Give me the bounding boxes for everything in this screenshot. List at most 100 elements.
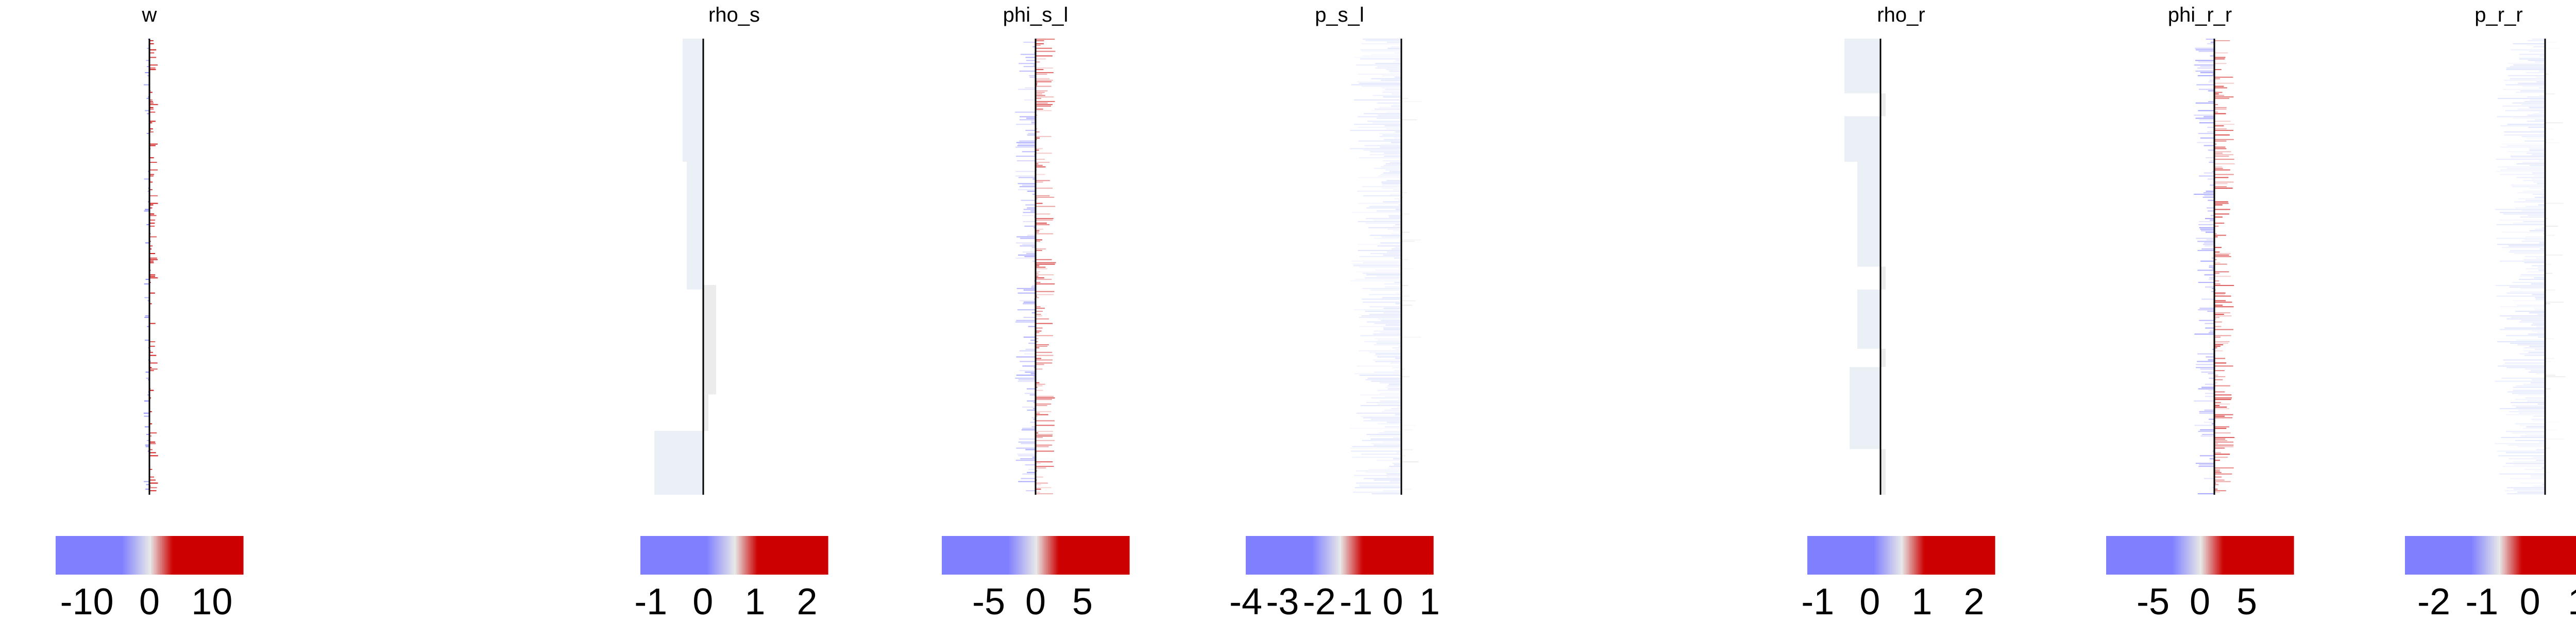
data-row <box>1354 99 1401 100</box>
data-row <box>2214 446 2233 447</box>
data-row <box>1036 314 1041 315</box>
colorbar-tick-label: 0 <box>1859 581 1880 618</box>
data-row <box>2517 344 2545 345</box>
data-row <box>2540 55 2545 56</box>
data-row <box>2510 250 2545 251</box>
data-row <box>1018 144 1036 145</box>
data-row <box>1036 48 1052 49</box>
data-row <box>2214 306 2234 307</box>
data-row <box>2209 265 2214 266</box>
data-row <box>149 480 156 481</box>
data-row <box>2214 213 2229 214</box>
data-row <box>2209 279 2214 280</box>
block-0 <box>683 39 703 162</box>
data-row <box>1380 393 1401 394</box>
data-row <box>2214 417 2232 418</box>
data-row <box>2513 300 2545 301</box>
data-row <box>2540 133 2545 134</box>
data-row <box>1376 354 1401 355</box>
data-row <box>2519 322 2545 323</box>
data-row <box>1036 239 1042 240</box>
data-row <box>1351 450 1401 451</box>
data-row <box>2536 258 2545 259</box>
data-row <box>2214 128 2227 129</box>
data-row <box>1363 149 1401 150</box>
data-row <box>2545 122 2563 123</box>
data-row <box>2214 98 2229 99</box>
data-row <box>2206 232 2214 233</box>
data-row <box>1027 207 1036 208</box>
data-row <box>2532 294 2545 295</box>
data-row <box>1020 186 1036 187</box>
data-row <box>149 341 155 342</box>
data-row <box>2510 478 2545 479</box>
data-row <box>2507 145 2545 146</box>
data-row <box>2214 426 2229 427</box>
data-row <box>2501 437 2545 438</box>
data-row <box>2214 370 2225 371</box>
data-row <box>2500 315 2545 316</box>
data-row <box>1036 68 1053 69</box>
data-row <box>1015 378 1036 379</box>
data-row <box>1350 428 1401 429</box>
data-row <box>1018 255 1036 256</box>
data-row <box>1362 86 1401 87</box>
data-row <box>1380 382 1401 383</box>
panel-title: p_r_r <box>2475 4 2522 26</box>
data-row <box>1036 264 1055 265</box>
data-row <box>2516 407 2545 408</box>
data-row <box>1036 197 1054 198</box>
data-row <box>1023 42 1036 43</box>
data-row <box>2523 384 2545 385</box>
data-row <box>2214 139 2234 140</box>
colorbar-cell <box>1128 536 1130 575</box>
data-rows <box>1844 39 1886 495</box>
data-row <box>1392 248 1401 249</box>
data-row <box>1375 63 1401 64</box>
data-row <box>2526 138 2545 139</box>
data-row <box>2214 408 2229 409</box>
data-row <box>1020 300 1036 301</box>
data-row <box>2214 397 2232 398</box>
data-row <box>1353 492 1401 493</box>
panel-title: phi_r_r <box>2168 4 2232 26</box>
data-row <box>2214 477 2222 478</box>
data-row <box>1018 183 1036 184</box>
data-row <box>1393 367 1401 368</box>
data-row <box>1389 72 1401 73</box>
data-row <box>2529 107 2545 108</box>
data-row <box>1367 121 1401 122</box>
data-row <box>2505 85 2545 86</box>
data-row <box>1365 472 1401 473</box>
data-row <box>1036 344 1049 345</box>
data-row <box>2521 320 2545 321</box>
data-row <box>1036 493 1053 494</box>
data-row <box>1378 423 1401 424</box>
data-row <box>2537 332 2545 333</box>
data-row <box>1380 146 1401 147</box>
data-row <box>1354 475 1401 476</box>
data-row <box>2214 95 2224 96</box>
data-row <box>2214 442 2233 443</box>
data-row <box>1372 493 1401 494</box>
data-row <box>1371 54 1401 55</box>
data-row <box>1361 405 1401 406</box>
data-row <box>1401 241 1415 242</box>
data-row <box>2502 106 2545 107</box>
data-row <box>1389 384 1401 385</box>
data-row <box>1388 215 1401 216</box>
data-row <box>2511 317 2545 318</box>
data-row <box>2517 163 2545 164</box>
data-row <box>1019 63 1036 64</box>
data-row <box>1391 106 1401 107</box>
data-row <box>1016 156 1036 157</box>
data-row <box>2531 370 2545 371</box>
data-row <box>2512 282 2545 283</box>
data-row <box>2520 435 2545 437</box>
data-row <box>2505 414 2545 415</box>
data-row <box>2198 224 2214 225</box>
data-row <box>149 442 155 443</box>
data-row <box>1370 253 1401 254</box>
data-row <box>2518 198 2545 199</box>
